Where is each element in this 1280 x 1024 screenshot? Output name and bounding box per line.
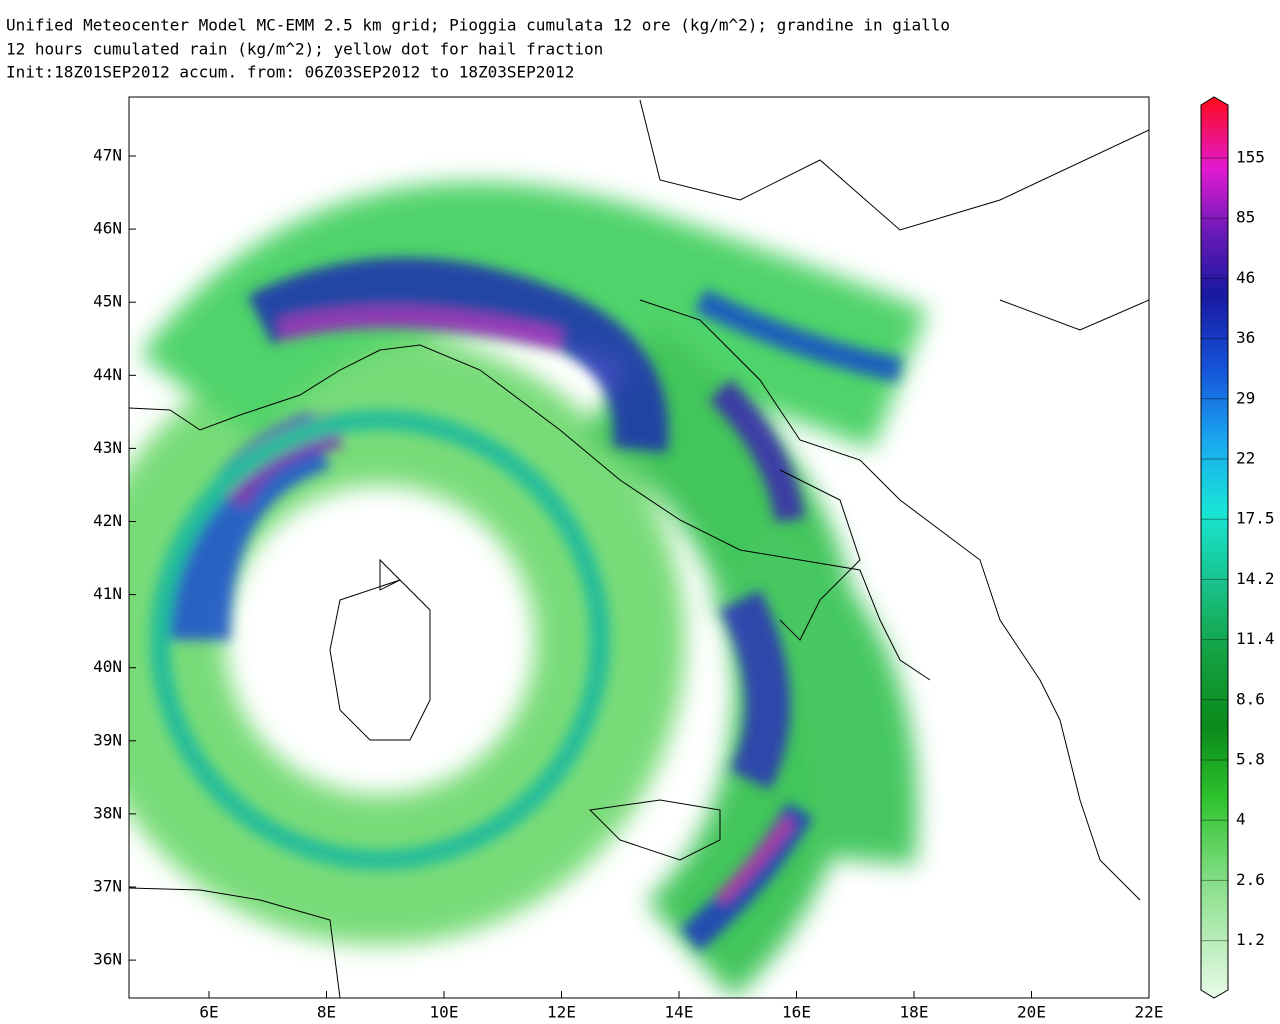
lon-label: 16E	[782, 1003, 811, 1022]
colorbar-label: 46	[1236, 268, 1255, 287]
rain-field	[129, 99, 1149, 998]
lat-label: 45N	[93, 292, 122, 311]
colorbar-label: 4	[1236, 810, 1246, 829]
colorbar-label: 14.2	[1236, 569, 1275, 588]
lat-label: 39N	[93, 730, 122, 749]
lon-label: 14E	[665, 1003, 694, 1022]
colorbar-label: 85	[1236, 208, 1255, 227]
colorbar-label: 2.6	[1236, 870, 1265, 889]
colorbar-label: 5.8	[1236, 750, 1265, 769]
colorbar-label: 1.2	[1236, 930, 1265, 949]
lon-label: 6E	[199, 1003, 218, 1022]
colorbar-label: 22	[1236, 449, 1255, 468]
lat-label: 42N	[93, 511, 122, 530]
colorbar	[1200, 96, 1229, 999]
map-frame	[128, 96, 1150, 999]
title-line: Init:18Z01SEP2012 accum. from: 06Z03SEP2…	[6, 63, 574, 82]
header: Unified Meteocenter Model MC-EMM 2.5 km …	[6, 16, 950, 82]
colorbar-label: 36	[1236, 328, 1255, 347]
colorbar-label: 29	[1236, 388, 1255, 407]
lat-label: 47N	[93, 146, 122, 165]
title-line: Unified Meteocenter Model MC-EMM 2.5 km …	[6, 16, 950, 35]
lon-label: 10E	[430, 1003, 459, 1022]
lon-label: 22E	[1135, 1003, 1164, 1022]
lat-label: 44N	[93, 365, 122, 384]
lat-label: 38N	[93, 803, 122, 822]
lon-label: 18E	[900, 1003, 929, 1022]
lat-label: 40N	[93, 657, 122, 676]
lat-label: 41N	[93, 584, 122, 603]
lon-label: 12E	[547, 1003, 576, 1022]
lat-label: 36N	[93, 950, 122, 969]
lat-label: 46N	[93, 219, 122, 238]
colorbar-label: 11.4	[1236, 629, 1275, 648]
lat-label: 37N	[93, 877, 122, 896]
colorbar-label: 17.5	[1236, 509, 1275, 528]
lon-label: 8E	[317, 1003, 336, 1022]
axes: 47N 46N 45N 44N 43N 42N 41N 40N 39N 38N 37N 36N 6E 8E…	[93, 146, 1163, 1022]
lat-label: 43N	[93, 438, 122, 457]
colorbar-label: 8.6	[1236, 689, 1265, 708]
colorbar-labels: 155 85 46 36 29 22 17.5 14.2 11.4 8.6 5.8 4 2.6 1.2	[1201, 148, 1275, 949]
colorbar-label: 155	[1236, 148, 1265, 167]
lon-label: 20E	[1017, 1003, 1046, 1022]
title-line: 12 hours cumulated rain (kg/m^2); yellow…	[6, 40, 603, 59]
